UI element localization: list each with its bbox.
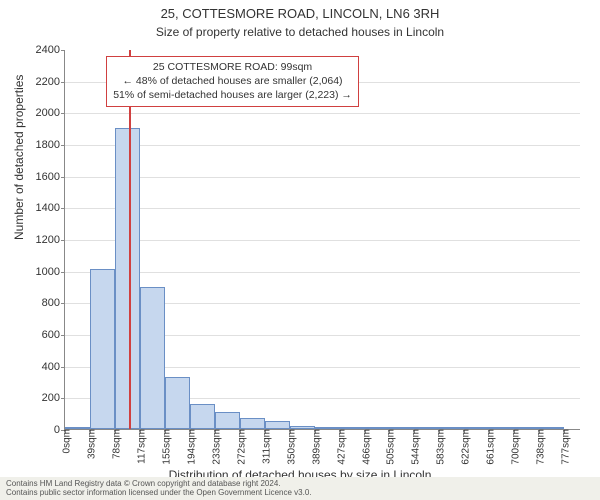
ytick-label: 800 <box>42 297 64 309</box>
gridline <box>65 177 580 178</box>
ytick-label: 2400 <box>36 44 64 56</box>
xtick-label: 661sqm <box>482 429 497 465</box>
ytick-label: 1800 <box>36 139 64 151</box>
xtick-label: 78sqm <box>107 429 122 459</box>
xtick-label: 622sqm <box>457 429 472 465</box>
xtick-label: 505sqm <box>382 429 397 465</box>
ytick-label: 1200 <box>36 234 64 246</box>
xtick-label: 427sqm <box>332 429 347 465</box>
xtick-label: 544sqm <box>407 429 422 465</box>
gridline <box>65 272 580 273</box>
xtick-label: 738sqm <box>532 429 547 465</box>
xtick-label: 194sqm <box>182 429 197 465</box>
chart-subtitle: Size of property relative to detached ho… <box>0 23 600 39</box>
xtick-label: 700sqm <box>507 429 522 465</box>
xtick-label: 117sqm <box>132 429 147 464</box>
ytick-label: 1000 <box>36 266 64 278</box>
histogram-bar <box>265 421 290 429</box>
histogram-bar <box>165 377 190 429</box>
histogram-bar <box>215 412 240 429</box>
histogram-bar <box>240 418 265 429</box>
ytick-label: 1400 <box>36 202 64 214</box>
xtick-label: 466sqm <box>357 429 372 465</box>
ytick-label: 600 <box>42 329 64 341</box>
gridline <box>65 145 580 146</box>
xtick-label: 583sqm <box>432 429 447 465</box>
marker-line <box>129 50 131 429</box>
xtick-label: 272sqm <box>232 429 247 465</box>
ytick-label: 2000 <box>36 107 64 119</box>
annotation-line: ← 48% of detached houses are smaller (2,… <box>113 74 352 88</box>
footer-line-2: Contains public sector information licen… <box>6 488 594 498</box>
xtick-label: 39sqm <box>82 429 97 459</box>
histogram-bar <box>140 287 165 430</box>
chart-container: 25, COTTESMORE ROAD, LINCOLN, LN6 3RH Si… <box>0 0 600 500</box>
xtick-label: 350sqm <box>282 429 297 465</box>
xtick-label: 311sqm <box>257 429 272 464</box>
ytick-label: 0 <box>54 424 64 436</box>
attribution-footer: Contains HM Land Registry data © Crown c… <box>0 477 600 500</box>
gridline <box>65 240 580 241</box>
ytick-label: 1600 <box>36 171 64 183</box>
ytick-label: 200 <box>42 392 64 404</box>
histogram-bar <box>115 128 140 429</box>
annotation-line: 51% of semi-detached houses are larger (… <box>113 88 352 102</box>
xtick-label: 155sqm <box>157 429 172 465</box>
gridline <box>65 113 580 114</box>
plot-area: 0sqm39sqm78sqm117sqm155sqm194sqm233sqm27… <box>64 50 580 430</box>
annotation-line: 25 COTTESMORE ROAD: 99sqm <box>113 60 352 74</box>
footer-line-1: Contains HM Land Registry data © Crown c… <box>6 479 594 489</box>
xtick-label: 389sqm <box>307 429 322 465</box>
xtick-label: 233sqm <box>207 429 222 465</box>
y-axis-title: Number of detached properties <box>12 75 26 240</box>
histogram-bar <box>90 269 115 429</box>
gridline <box>65 208 580 209</box>
chart-title: 25, COTTESMORE ROAD, LINCOLN, LN6 3RH <box>0 0 600 23</box>
xtick-label: 777sqm <box>557 429 572 465</box>
ytick-label: 2200 <box>36 76 64 88</box>
annotation-box: 25 COTTESMORE ROAD: 99sqm← 48% of detach… <box>106 56 359 107</box>
histogram-bar <box>190 404 215 429</box>
ytick-label: 400 <box>42 361 64 373</box>
